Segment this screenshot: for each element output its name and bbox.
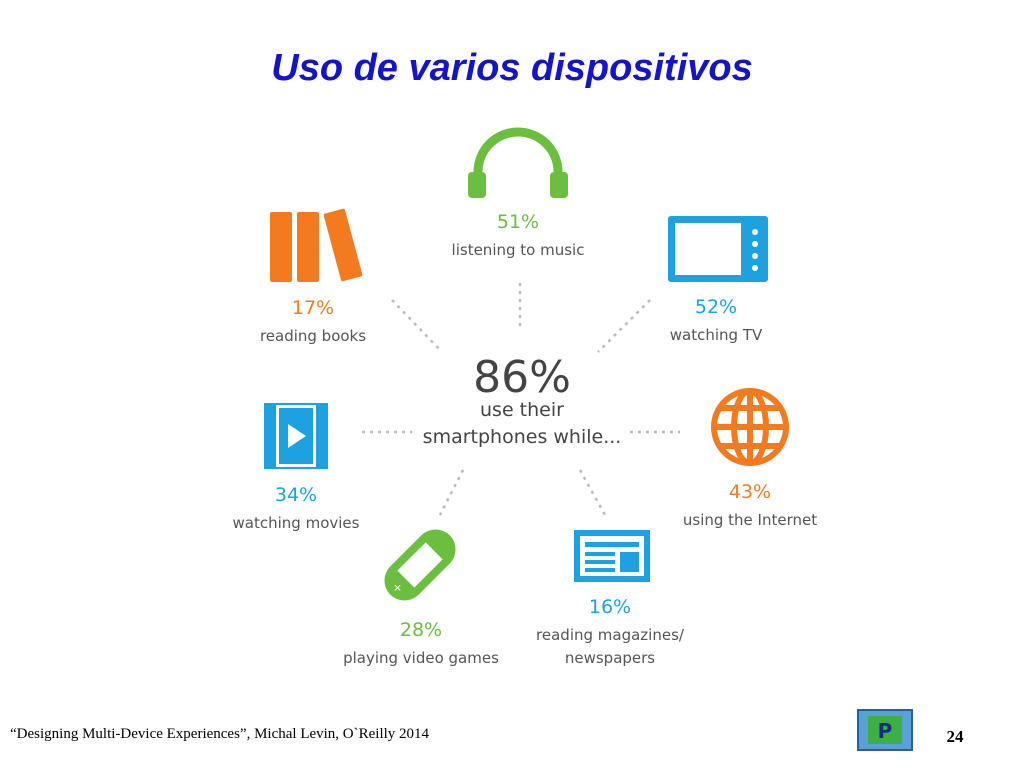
item-label: reading magazines/ [536,626,685,644]
item-label: watching movies [233,514,360,532]
item-label: watching TV [670,326,763,344]
gamepad-icon: + [384,529,456,601]
item-percent: 16% [589,596,631,618]
logo: P [857,709,913,751]
globe-icon [711,388,789,466]
center-text: smartphones while... [423,426,622,448]
item-percent: 52% [695,296,737,318]
books-icon [270,208,363,282]
title: Uso de varios dispositivos [271,47,752,89]
newspaper-icon [574,530,650,582]
item-label: listening to music [452,241,585,259]
item-label: using the Internet [683,511,817,529]
svg-text:P: P [878,719,893,743]
item-label: playing video games [343,649,499,667]
center-text: use their [480,399,564,421]
connectors [362,283,680,516]
page-number: 24 [947,727,965,746]
item-percent: 51% [497,211,539,233]
headphones-icon [468,127,568,198]
item-percent: 43% [729,481,771,503]
item-percent: 28% [400,619,442,641]
center-value: 86% [473,352,571,403]
citation: “Designing Multi-Device Experiences”, Mi… [10,726,430,742]
video-icon [264,403,328,469]
tv-icon [668,216,768,282]
item-percent: 34% [275,484,317,506]
item-label: reading books [260,327,366,345]
item-label: newspapers [565,649,655,667]
item-percent: 17% [292,297,334,319]
